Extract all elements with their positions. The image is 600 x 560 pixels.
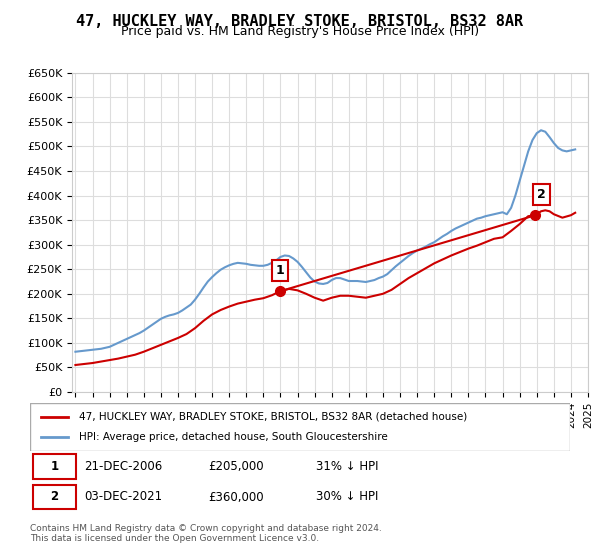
Text: Price paid vs. HM Land Registry's House Price Index (HPI): Price paid vs. HM Land Registry's House …: [121, 25, 479, 38]
Text: 47, HUCKLEY WAY, BRADLEY STOKE, BRISTOL, BS32 8AR: 47, HUCKLEY WAY, BRADLEY STOKE, BRISTOL,…: [76, 14, 524, 29]
FancyBboxPatch shape: [33, 485, 76, 510]
Text: 2: 2: [537, 188, 546, 201]
Text: 1: 1: [50, 460, 58, 473]
Text: £205,000: £205,000: [208, 460, 264, 473]
Text: 47, HUCKLEY WAY, BRADLEY STOKE, BRISTOL, BS32 8AR (detached house): 47, HUCKLEY WAY, BRADLEY STOKE, BRISTOL,…: [79, 412, 467, 422]
Text: HPI: Average price, detached house, South Gloucestershire: HPI: Average price, detached house, Sout…: [79, 432, 388, 442]
FancyBboxPatch shape: [30, 403, 570, 451]
Text: 1: 1: [275, 264, 284, 277]
Text: 30% ↓ HPI: 30% ↓ HPI: [316, 491, 379, 503]
Text: Contains HM Land Registry data © Crown copyright and database right 2024.
This d: Contains HM Land Registry data © Crown c…: [30, 524, 382, 543]
Text: 31% ↓ HPI: 31% ↓ HPI: [316, 460, 379, 473]
Text: 2: 2: [50, 491, 58, 503]
Text: 03-DEC-2021: 03-DEC-2021: [84, 491, 162, 503]
FancyBboxPatch shape: [33, 454, 76, 478]
Text: 21-DEC-2006: 21-DEC-2006: [84, 460, 162, 473]
Text: £360,000: £360,000: [208, 491, 264, 503]
